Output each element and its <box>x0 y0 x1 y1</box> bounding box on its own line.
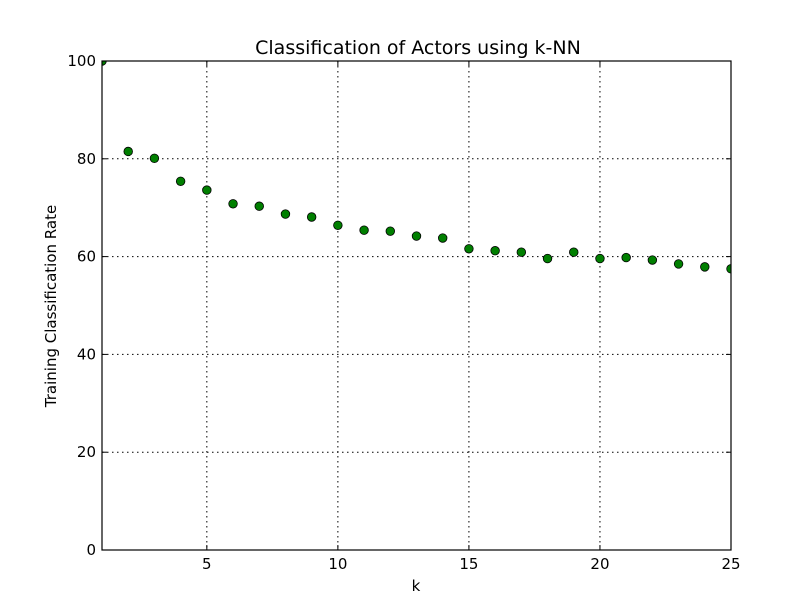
y-tick-label: 40 <box>77 345 96 363</box>
x-tick-label: 5 <box>202 555 212 573</box>
x-tick-label: 10 <box>328 555 347 573</box>
data-point <box>569 247 579 257</box>
plot-frame <box>101 60 732 551</box>
x-tick-label: 15 <box>459 555 478 573</box>
data-point <box>490 246 500 256</box>
y-tick-label: 0 <box>86 541 96 559</box>
x-axis-label: k <box>412 577 421 595</box>
y-tick-label: 60 <box>77 248 96 266</box>
data-point <box>621 252 631 263</box>
x-tick-label: 20 <box>590 555 609 573</box>
data-point <box>175 176 186 186</box>
data-point <box>673 259 684 269</box>
data-point <box>202 185 212 195</box>
data-point <box>595 253 605 264</box>
data-point <box>123 146 133 157</box>
data-point <box>516 247 527 257</box>
data-point <box>149 153 160 164</box>
data-point <box>280 209 291 219</box>
data-point <box>438 233 448 243</box>
data-point <box>333 220 343 231</box>
axis-ticks: 0 20 40 60 80 100 5 10 15 20 25 <box>67 52 740 573</box>
data-points <box>102 61 731 274</box>
data-point <box>385 226 395 236</box>
data-point <box>542 253 553 264</box>
data-point <box>228 199 238 209</box>
data-point <box>700 262 710 272</box>
chart-title: Classification of Actors using k-NN <box>255 37 581 59</box>
y-axis-label: Training Classification Rate <box>42 205 60 408</box>
y-tick-label: 20 <box>77 443 96 461</box>
data-point <box>726 264 731 274</box>
data-point <box>254 201 264 211</box>
data-point <box>411 231 422 241</box>
grid-lines <box>102 60 732 551</box>
data-point <box>306 212 317 222</box>
data-point <box>359 225 369 235</box>
data-point <box>464 244 474 254</box>
data-point <box>647 255 658 265</box>
x-tick-label: 25 <box>721 555 740 573</box>
y-tick-label: 80 <box>77 150 96 168</box>
y-tick-label: 100 <box>67 52 96 70</box>
